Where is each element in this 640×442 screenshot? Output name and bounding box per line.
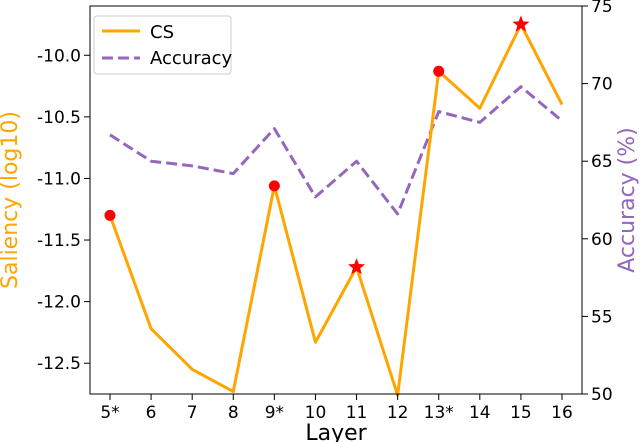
plot-frame xyxy=(89,5,583,395)
y-right-tick-label: 60 xyxy=(591,230,613,250)
y-left-tick-label: -11.0 xyxy=(37,169,81,189)
y-left-tick-label: -10.0 xyxy=(37,46,81,66)
y-right-tick-label: 50 xyxy=(591,385,613,405)
y-axis-right-label: Accuracy (%) xyxy=(615,127,640,273)
x-tick-label: 9* xyxy=(265,403,284,423)
legend-label-accuracy: Accuracy xyxy=(150,48,233,69)
y-left-tick-label: -11.5 xyxy=(37,231,81,251)
star-marker xyxy=(512,15,530,32)
circle-marker xyxy=(268,180,280,192)
x-tick-label: 13* xyxy=(424,403,454,423)
y-left-tick-label: -10.5 xyxy=(37,108,81,128)
legend-label-cs: CS xyxy=(150,22,174,43)
x-tick-label: 8 xyxy=(228,403,239,423)
series-line-cs xyxy=(108,22,564,397)
x-tick-label: 12 xyxy=(387,403,409,423)
y-right-tick-label: 55 xyxy=(591,307,613,327)
x-axis-label: Layer xyxy=(305,421,367,442)
y-right-tick-label: 75 xyxy=(591,0,613,17)
x-tick-label: 15 xyxy=(510,403,532,423)
x-tick-label: 16 xyxy=(551,403,573,423)
circle-marker xyxy=(104,209,116,221)
star-marker xyxy=(347,258,366,275)
x-tick-label: 11 xyxy=(346,403,368,423)
y-left-tick-label: -12.0 xyxy=(37,293,81,313)
y-right-tick-label: 65 xyxy=(591,152,613,172)
x-tick-label: 6 xyxy=(146,403,157,423)
x-tick-label: 14 xyxy=(469,403,491,423)
series-line-accuracy xyxy=(109,85,563,216)
x-tick-label: 5* xyxy=(100,403,119,423)
x-tick-label: 7 xyxy=(187,403,198,423)
y-axis-left-label: Saliency (log10) xyxy=(0,111,23,289)
circle-marker xyxy=(433,65,445,77)
y-right-tick-label: 70 xyxy=(591,75,613,95)
legend: CS Accuracy xyxy=(93,15,233,75)
x-tick-label: 10 xyxy=(305,403,327,423)
y-left-tick-label: -12.5 xyxy=(37,354,81,374)
